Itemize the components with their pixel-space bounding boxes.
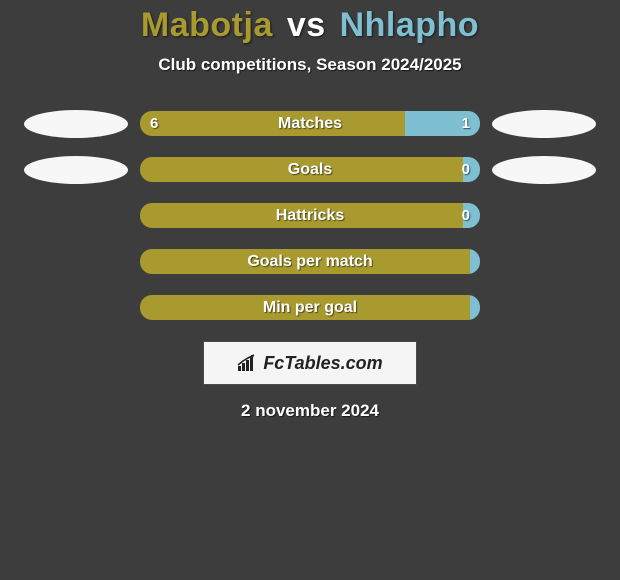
- chart-bars-icon: [237, 354, 259, 372]
- date-label: 2 november 2024: [0, 401, 620, 421]
- title-vs: vs: [287, 6, 326, 44]
- page-title: Mabotja vs Nhlapho: [0, 0, 620, 45]
- bar-segment-player1: [140, 157, 463, 182]
- player1-avatar: [24, 156, 128, 184]
- stat-bar: Goals per match: [140, 249, 480, 274]
- bar-segment-player1: [140, 295, 470, 320]
- comparison-widget: Mabotja vs Nhlapho Club competitions, Se…: [0, 0, 620, 580]
- bar-segment-player2: 0: [463, 203, 480, 228]
- comparison-chart: 61Matches0Goals0HattricksGoals per match…: [0, 111, 620, 320]
- stat-row: 0Goals: [0, 157, 620, 182]
- stat-bar: 61Matches: [140, 111, 480, 136]
- stat-value-player1: 6: [150, 115, 158, 132]
- subtitle: Club competitions, Season 2024/2025: [0, 55, 620, 75]
- player2-avatar: [492, 110, 596, 138]
- stat-row: 61Matches: [0, 111, 620, 136]
- stat-row: Goals per match: [0, 249, 620, 274]
- logo-label: FcTables.com: [263, 353, 382, 374]
- stat-value-player2: 0: [462, 207, 470, 224]
- stat-row: 0Hattricks: [0, 203, 620, 228]
- source-logo[interactable]: FcTables.com: [203, 341, 417, 385]
- title-player2: Nhlapho: [340, 6, 479, 44]
- bar-segment-player2: 1: [405, 111, 480, 136]
- stat-row: Min per goal: [0, 295, 620, 320]
- stat-bar: 0Goals: [140, 157, 480, 182]
- stat-value-player2: 1: [462, 115, 470, 132]
- stat-bar: Min per goal: [140, 295, 480, 320]
- bar-segment-player1: 6: [140, 111, 405, 136]
- stat-value-player2: 0: [462, 161, 470, 178]
- bar-segment-player2: [470, 295, 480, 320]
- player2-avatar: [492, 156, 596, 184]
- bar-segment-player2: 0: [463, 157, 480, 182]
- bar-segment-player1: [140, 249, 470, 274]
- bar-segment-player1: [140, 203, 463, 228]
- bar-segment-player2: [470, 249, 480, 274]
- title-player1: Mabotja: [141, 6, 273, 44]
- logo-text: FcTables.com: [237, 353, 382, 374]
- player1-avatar: [24, 110, 128, 138]
- stat-bar: 0Hattricks: [140, 203, 480, 228]
